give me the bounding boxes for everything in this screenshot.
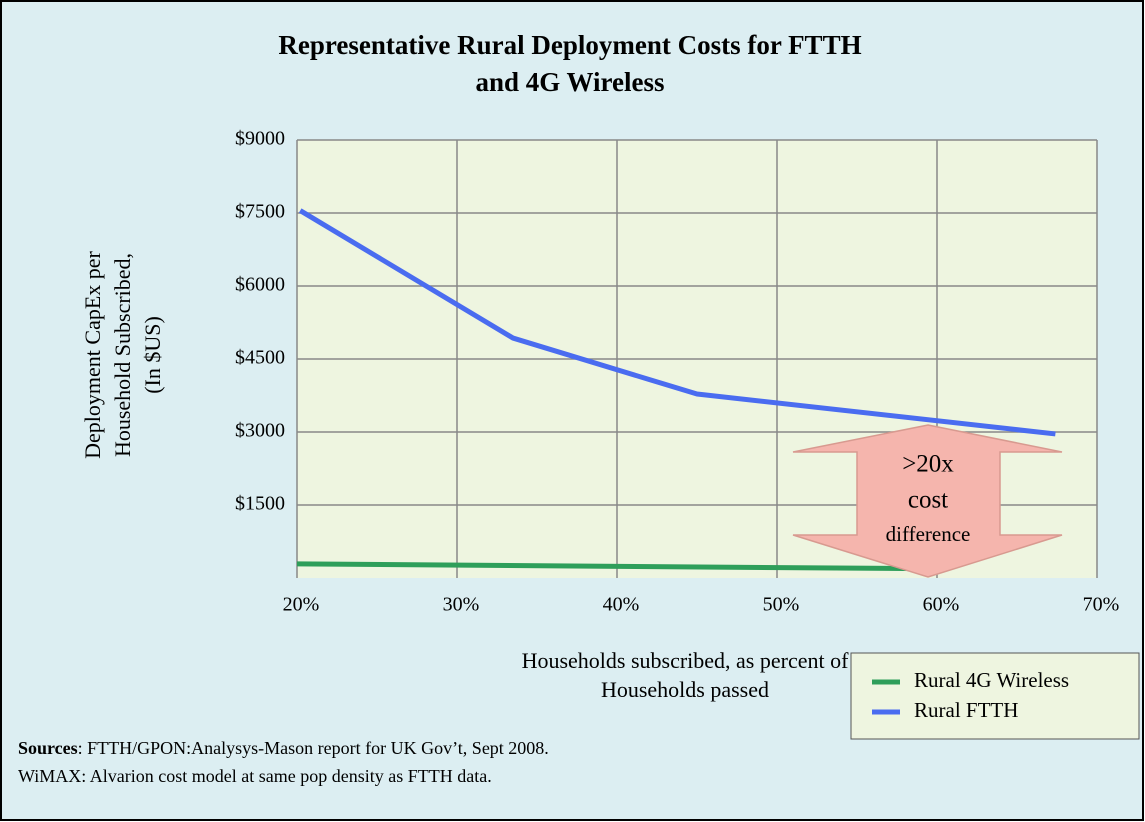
line-series (296, 561, 933, 572)
legend-label: Rural 4G Wireless (914, 668, 1069, 692)
y-tick-label: $7500 (235, 201, 285, 223)
line-series (298, 208, 1056, 437)
x-tick-label: 60% (923, 594, 960, 616)
sources-line: WiMAX: Alvarion cost model at same pop d… (18, 766, 492, 786)
x-axis-title: Households passed (601, 677, 769, 702)
chart-title: and 4G Wireless (475, 67, 664, 97)
y-tick-label: $9000 (235, 128, 285, 150)
x-axis-title: Households subscribed, as percent of (522, 648, 850, 673)
y-axis-title: Deployment CapEx per Household Subscribe… (80, 250, 165, 458)
legend-entries: Rural 4G Wireless Rural FTTH (872, 668, 1069, 722)
y-tick-label: $1500 (235, 493, 285, 515)
chart-title: Representative Rural Deployment Costs fo… (278, 30, 861, 60)
annotation: >20x (902, 451, 954, 478)
lines (296, 208, 1056, 572)
y-tick-label: $3000 (235, 420, 285, 442)
grid (296, 139, 1098, 578)
y-axis-title-line: Household Subscribed, (110, 253, 135, 457)
sources-label: Sources (18, 738, 78, 758)
legend (850, 652, 1140, 740)
y-axis-title-line: (In $US) (140, 316, 165, 394)
annotation: difference (886, 522, 971, 546)
y-tick-label: $6000 (235, 274, 285, 296)
sources-line: : FTTH/GPON:Analysys-Mason report for UK… (78, 738, 549, 758)
x-tick-label: 50% (763, 594, 800, 616)
x-tick-label: 20% (283, 594, 320, 616)
x-tick-label: 40% (603, 594, 640, 616)
x-tick-label: 30% (443, 594, 480, 616)
legend-label: Rural FTTH (914, 698, 1018, 722)
annotation: cost (908, 487, 948, 514)
sources: Sources: FTTH/GPON:Analysys-Mason report… (18, 738, 549, 758)
annotation-arrow (792, 424, 1063, 578)
y-axis-title-line: Deployment CapEx per (80, 250, 105, 458)
y-tick-label: $4500 (235, 347, 285, 369)
x-tick-label: 70% (1083, 594, 1120, 616)
